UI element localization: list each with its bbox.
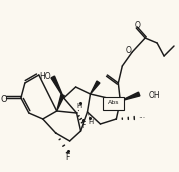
Text: Abs: Abs — [108, 100, 119, 105]
Polygon shape — [51, 76, 64, 98]
Text: O: O — [134, 20, 140, 30]
Polygon shape — [91, 81, 100, 94]
Text: OH: OH — [148, 90, 160, 99]
Text: O: O — [1, 94, 7, 104]
Text: ···: ··· — [138, 115, 145, 123]
Text: F: F — [81, 121, 86, 131]
Text: H: H — [89, 119, 94, 125]
Text: H: H — [76, 103, 81, 109]
Polygon shape — [120, 92, 140, 101]
FancyBboxPatch shape — [103, 96, 124, 110]
Text: O: O — [125, 46, 131, 55]
Text: HO: HO — [39, 72, 50, 80]
Text: F: F — [66, 153, 70, 162]
Polygon shape — [57, 94, 64, 111]
